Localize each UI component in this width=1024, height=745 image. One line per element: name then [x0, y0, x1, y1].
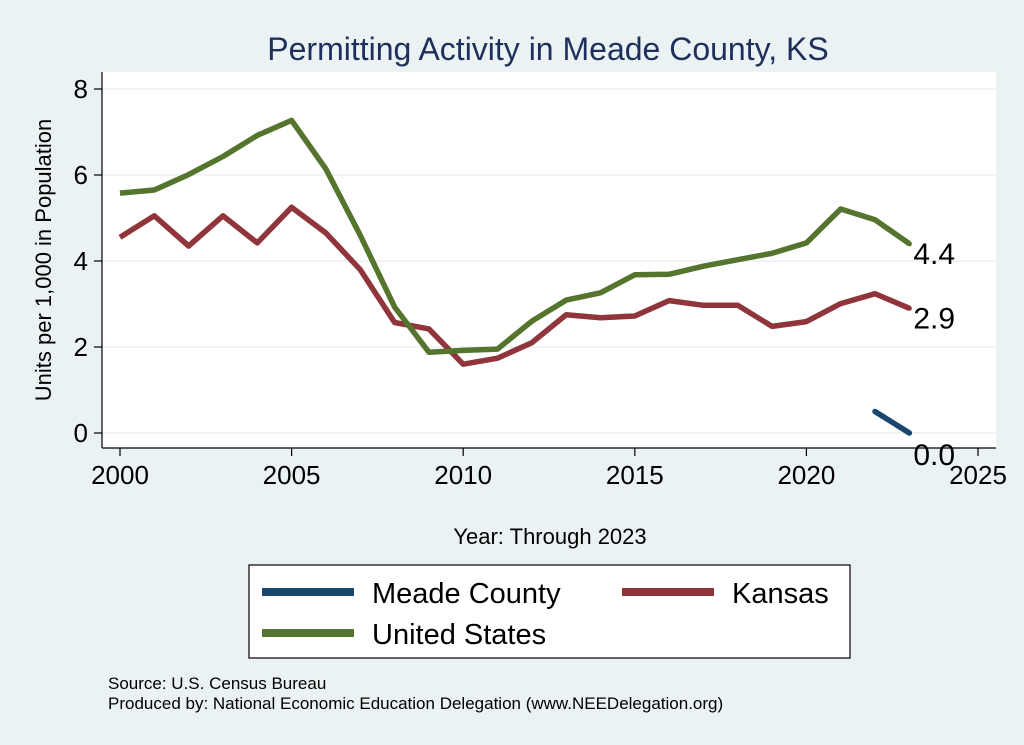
x-axis-title: Year: Through 2023 [453, 524, 646, 549]
grid-lines [102, 88, 996, 434]
y-tick-label: 0 [74, 418, 88, 448]
end-label-meade-county: 0.0 [913, 439, 955, 472]
x-tick-label: 2025 [949, 460, 1007, 490]
producer-note: Produced by: National Economic Education… [108, 694, 723, 713]
series-line-united-states [119, 117, 911, 355]
series-end-point-kansas [906, 305, 912, 311]
series-layer [118, 117, 913, 436]
plot-area [102, 72, 996, 448]
end-label-kansas: 2.9 [913, 302, 955, 335]
x-tick-label: 2000 [91, 460, 149, 490]
y-tick-label: 8 [74, 74, 88, 104]
y-tick-label: 4 [74, 246, 88, 276]
legend-label-meade-county: Meade County [372, 578, 561, 610]
series-line-meade-county [872, 408, 913, 436]
source-note: Source: U.S. Census Bureau [108, 674, 326, 693]
y-axis-title: Units per 1,000 in Population [31, 119, 56, 402]
end-labels: 0.0 2.9 4.4 [913, 238, 955, 472]
end-label-united-states: 4.4 [913, 238, 955, 271]
series-line-kansas [118, 204, 911, 367]
series-end-point-meade-county [906, 430, 912, 436]
chart-title: Permitting Activity in Meade County, KS [267, 31, 828, 67]
axes: 0 2 4 6 8 2000 2005 2010 2015 2020 2025 [74, 72, 1007, 490]
legend: Meade County Kansas United States [248, 564, 851, 659]
x-tick-label: 2020 [777, 460, 835, 490]
x-tick-label: 2015 [606, 460, 664, 490]
y-tick-label: 2 [74, 332, 88, 362]
legend-label-united-states: United States [372, 619, 546, 651]
series-end-point-united-states [906, 241, 912, 247]
legend-label-kansas: Kansas [732, 578, 829, 610]
x-tick-label: 2005 [263, 460, 321, 490]
x-tick-label: 2010 [434, 460, 492, 490]
y-tick-label: 6 [74, 160, 88, 190]
legend-box [248, 564, 851, 659]
